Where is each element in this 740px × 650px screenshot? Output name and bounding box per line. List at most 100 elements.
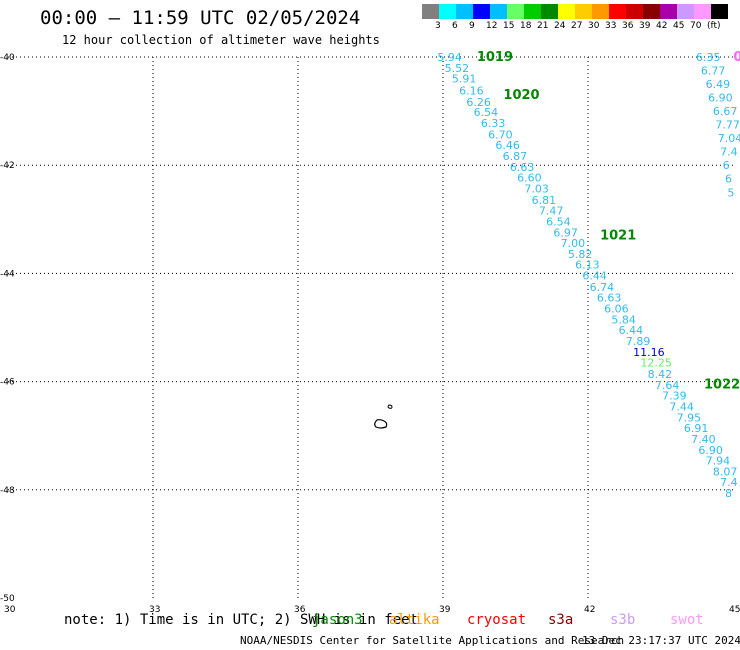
- color-scale-label: 18: [520, 21, 532, 31]
- satellite-legend-item: jason3: [312, 612, 363, 628]
- satellite-legend-item: s3a: [548, 612, 574, 628]
- color-scale-label: (ft): [707, 21, 721, 31]
- lat-tick-label: -42: [0, 161, 15, 171]
- footer-note: note: 1) Time is in UTC; 2) SWH is in fe…: [64, 612, 419, 628]
- color-scale-label: 27: [571, 21, 583, 31]
- wave-height-label: 7.40: [691, 433, 716, 446]
- wave-height-label: 6.74: [590, 281, 615, 294]
- color-swatch: [473, 4, 490, 19]
- time-marker: 0: [733, 50, 740, 65]
- color-swatch: [677, 4, 694, 19]
- color-scale-label: 3: [435, 21, 441, 31]
- wave-height-label: 5.82: [568, 248, 593, 261]
- color-swatch: [524, 4, 541, 19]
- wave-height-label: 5.94: [437, 51, 462, 64]
- color-scale-label: 12: [486, 21, 498, 31]
- satellite-legend-item: cryosat: [467, 612, 527, 628]
- wave-height-label: 7.77: [715, 119, 740, 132]
- lon-tick-label: 30: [4, 605, 16, 615]
- wave-height-label: 6.77: [701, 65, 726, 78]
- wave-height-label: 6.97: [553, 226, 578, 239]
- lat-tick-label: -44: [0, 269, 15, 279]
- color-swatch: [694, 4, 711, 19]
- satellite-legend-item: swot: [670, 612, 704, 628]
- wave-height-label: 6.33: [481, 117, 506, 130]
- track-a-labels: 5.945.525.916.166.266.546.336.706.466.87…: [437, 51, 737, 500]
- wave-height-label: 5.84: [611, 313, 636, 326]
- footer-timestamp: 13 Dec 23:17:37 UTC 2024: [582, 634, 740, 647]
- wave-height-label: 6.54: [546, 215, 571, 228]
- color-swatch: [439, 4, 456, 19]
- wave-height-color-scale: 3 6 9 12 15 18 21 24 27 30 33 36 39 42 45 70 (ft): [420, 4, 730, 34]
- wave-height-label: 7.4: [720, 146, 738, 159]
- time-marker: 1019: [477, 50, 513, 65]
- wave-height-label: 6.91: [684, 422, 709, 435]
- color-scale-label: 9: [469, 21, 475, 31]
- color-scale-label: 24: [554, 21, 566, 31]
- wave-height-label: 7.04: [718, 132, 740, 145]
- wave-height-label: 6.16: [459, 85, 484, 98]
- wave-height-label: 6.06: [604, 303, 629, 316]
- color-swatch: [541, 4, 558, 19]
- footer-credit: NOAA/NESDIS Center for Satellite Applica…: [240, 634, 625, 647]
- lon-tick-label: 39: [439, 605, 451, 615]
- color-swatch: [592, 4, 609, 19]
- wave-height-label: 6.63: [510, 161, 534, 174]
- wave-height-label: 6.35: [696, 51, 721, 64]
- wave-height-label: 6: [723, 159, 730, 172]
- color-scale-label: 39: [639, 21, 651, 31]
- lon-tick-label: 42: [584, 605, 595, 615]
- map-subtitle: 12 hour collection of altimeter wave hei…: [62, 33, 380, 47]
- wave-height-label: 6.67: [713, 105, 738, 118]
- lat-tick-label: -50: [0, 594, 15, 604]
- wave-height-label: 6.13: [575, 259, 600, 272]
- color-swatch: [660, 4, 677, 19]
- color-swatch: [507, 4, 524, 19]
- wave-height-label: 6.87: [503, 150, 527, 163]
- color-scale-label: 21: [537, 21, 549, 31]
- wave-height-label: 5.52: [445, 62, 470, 75]
- lon-tick-label: 33: [149, 605, 160, 615]
- island-outline: [374, 404, 393, 429]
- wave-height-label: 7.47: [539, 205, 564, 218]
- wave-height-label: 7.94: [706, 455, 731, 468]
- wave-height-label: 11.16: [633, 346, 665, 359]
- wave-height-label: 6.44: [582, 270, 607, 283]
- wave-height-label: 7.95: [677, 411, 702, 424]
- color-swatch: [456, 4, 473, 19]
- wave-height-label: 6.90: [708, 92, 733, 105]
- time-marker: 1021: [600, 229, 636, 244]
- color-swatch: [575, 4, 592, 19]
- wave-height-label: 6.26: [466, 96, 491, 109]
- wave-height-label: 6.60: [517, 172, 542, 185]
- wave-height-label: 7.00: [561, 237, 586, 250]
- wave-height-label: 6: [725, 173, 732, 186]
- wave-height-label: 6.81: [532, 194, 557, 207]
- color-swatch: [422, 4, 439, 19]
- wave-height-label: 7.4: [720, 476, 738, 489]
- color-swatch: [609, 4, 626, 19]
- wave-height-label: 12.25: [640, 357, 672, 370]
- satellite-legend-item: altika: [389, 612, 440, 628]
- time-marker: 1022: [704, 377, 740, 392]
- wave-height-label: 6.63: [597, 292, 622, 305]
- color-scale-label: 42: [656, 21, 668, 31]
- color-swatch: [643, 4, 660, 19]
- time-markers: 1019 1020 1021 1022 0: [477, 50, 740, 392]
- lat-tick-label: -46: [0, 378, 15, 388]
- wave-height-label: 5.91: [452, 73, 477, 86]
- color-scale-label: 70: [690, 21, 702, 31]
- color-scale-label: 30: [588, 21, 600, 31]
- wave-height-label: 6.49: [706, 78, 731, 91]
- color-swatch: [711, 4, 728, 19]
- wave-height-label: 6.54: [474, 106, 499, 119]
- color-scale-label: 45: [673, 21, 685, 31]
- wave-height-label: 6.46: [495, 139, 519, 152]
- color-scale-label: 36: [622, 21, 634, 31]
- lat-tick-label: -40: [0, 53, 15, 63]
- color-swatch: [490, 4, 507, 19]
- wave-height-label: 8.42: [648, 368, 673, 381]
